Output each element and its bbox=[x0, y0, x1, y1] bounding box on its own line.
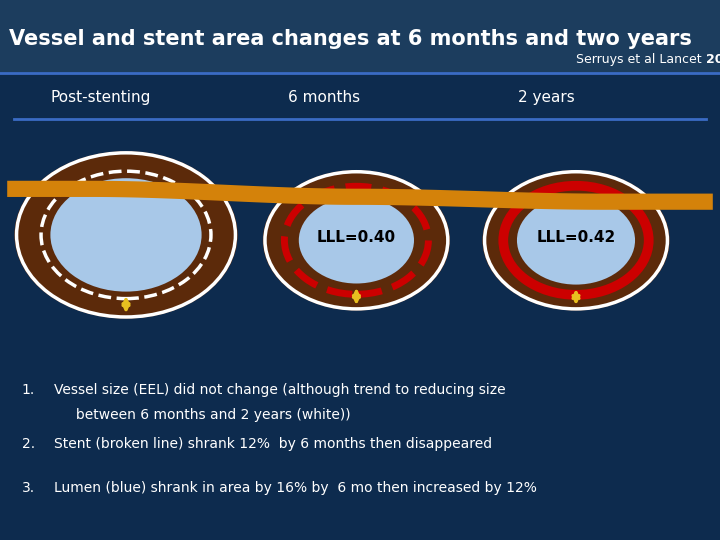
Text: Stent (broken line) shrank 12%  by 6 months then disappeared: Stent (broken line) shrank 12% by 6 mont… bbox=[54, 437, 492, 451]
Text: between 6 months and 2 years (white)): between 6 months and 2 years (white)) bbox=[54, 408, 351, 422]
Text: Post-stenting: Post-stenting bbox=[50, 90, 150, 105]
Text: Vessel size (EEL) did not change (although trend to reducing size: Vessel size (EEL) did not change (althou… bbox=[54, 383, 505, 397]
Circle shape bbox=[506, 188, 646, 293]
Text: Serruys et al Lancet: Serruys et al Lancet bbox=[576, 53, 706, 66]
Circle shape bbox=[482, 170, 670, 310]
Circle shape bbox=[14, 151, 238, 319]
Text: 2009: 2009 bbox=[706, 53, 720, 66]
Text: 6 months: 6 months bbox=[288, 90, 360, 105]
Bar bbox=[0, 0, 720, 73]
Text: Vessel and stent area changes at 6 months and two years: Vessel and stent area changes at 6 month… bbox=[9, 29, 691, 49]
Circle shape bbox=[263, 170, 450, 310]
Circle shape bbox=[287, 188, 426, 293]
Circle shape bbox=[299, 197, 414, 284]
Text: 3.: 3. bbox=[22, 481, 35, 495]
Circle shape bbox=[50, 178, 202, 292]
Text: 2.: 2. bbox=[22, 437, 35, 451]
Text: 1.: 1. bbox=[22, 383, 35, 397]
Text: LLL=0.42: LLL=0.42 bbox=[536, 230, 616, 245]
Circle shape bbox=[517, 196, 635, 285]
Polygon shape bbox=[7, 181, 713, 210]
Text: Lumen (blue) shrank in area by 16% by  6 mo then increased by 12%: Lumen (blue) shrank in area by 16% by 6 … bbox=[54, 481, 537, 495]
Circle shape bbox=[43, 173, 209, 297]
Text: LLL=0.40: LLL=0.40 bbox=[317, 230, 396, 245]
Text: 2 years: 2 years bbox=[518, 90, 575, 105]
